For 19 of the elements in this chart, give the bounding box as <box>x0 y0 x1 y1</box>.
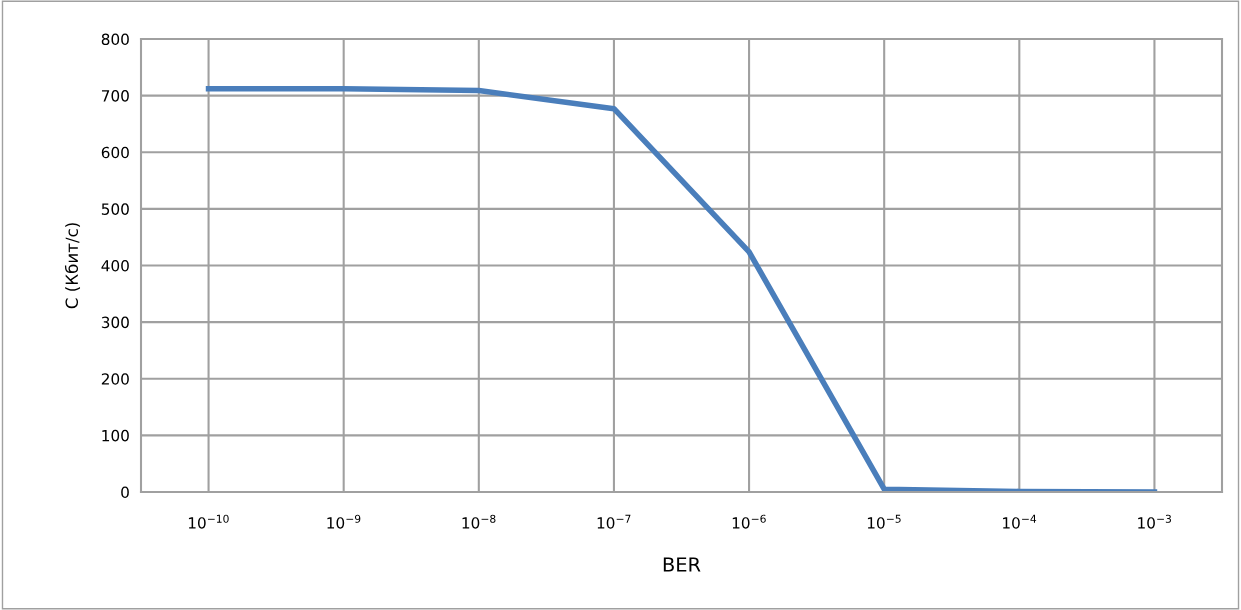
x-tick-label: 10$^{−3}$ <box>1138 514 1171 529</box>
x-tick-label: 10$^{−7}$ <box>597 514 631 529</box>
y-axis-title: C (Кбит/с) <box>64 223 81 309</box>
x-tick-label: 10$^{−9}$ <box>327 514 361 529</box>
y-tick-label: 800 <box>101 33 129 46</box>
x-tick-label: 10$^{−10}$ <box>188 514 229 529</box>
x-tick-label: 10$^{−6}$ <box>732 514 766 529</box>
y-tick-label: 600 <box>101 146 129 159</box>
x-tick-label: 10$^{−5}$ <box>867 514 901 529</box>
y-tick-label: 0 <box>121 486 129 499</box>
y-tick-label: 200 <box>101 373 129 385</box>
y-tick-label: 400 <box>101 259 129 272</box>
y-tick-label: 500 <box>101 203 129 215</box>
x-axis-title: BER <box>663 557 701 572</box>
x-tick-label: 10$^{−8}$ <box>462 514 496 529</box>
y-tick-label: 100 <box>102 429 129 442</box>
y-tick-label: 700 <box>101 90 129 102</box>
y-tick-label: 300 <box>101 316 129 329</box>
x-tick-label: 10$^{−4}$ <box>1003 514 1037 529</box>
